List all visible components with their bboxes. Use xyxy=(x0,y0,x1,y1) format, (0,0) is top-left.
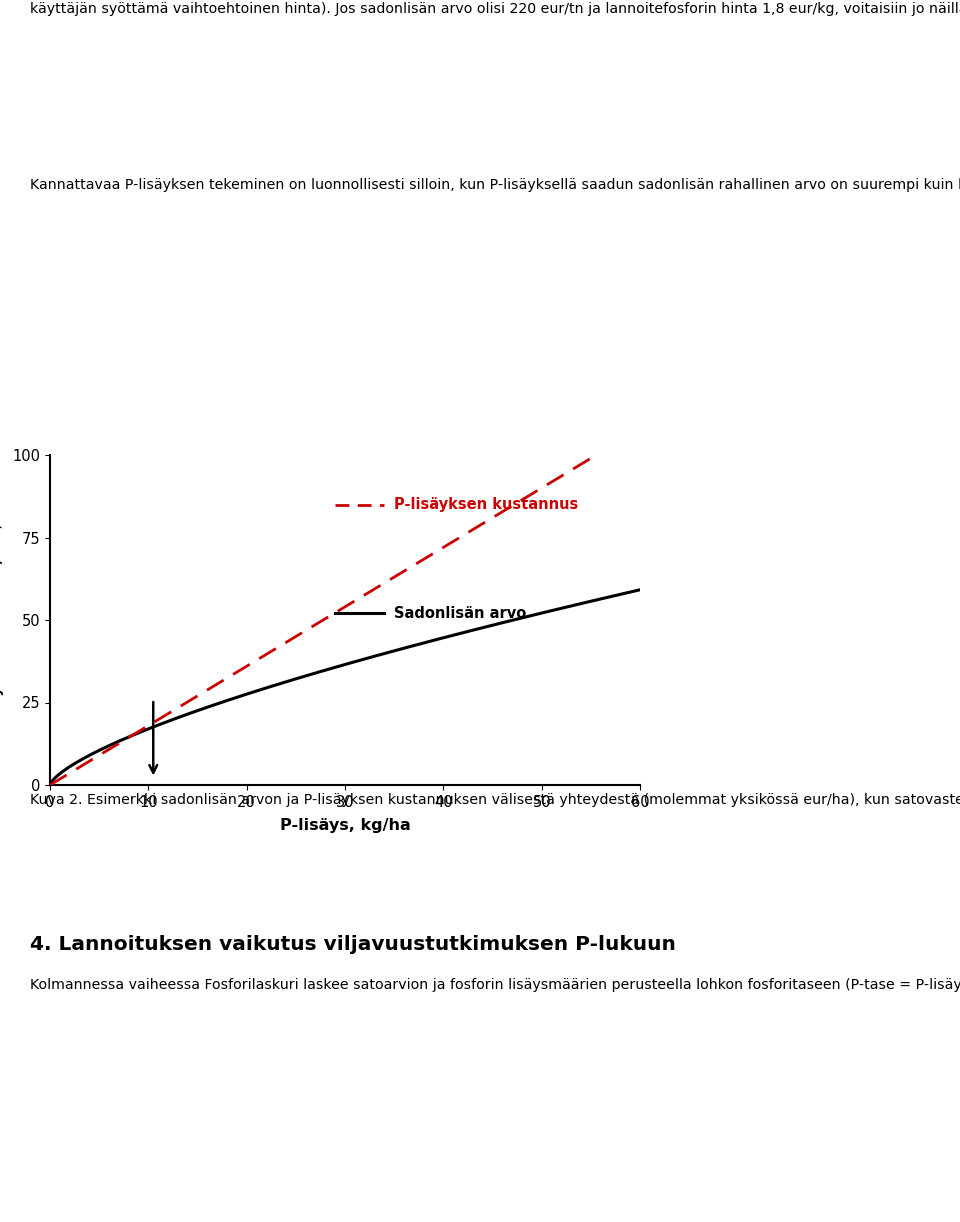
Text: 4. Lannoituksen vaikutus viljavuustutkimuksen P-lukuun: 4. Lannoituksen vaikutus viljavuustutkim… xyxy=(30,935,676,954)
X-axis label: P-lisäys, kg/ha: P-lisäys, kg/ha xyxy=(279,818,410,833)
Text: Kuva 2. Esimerkki sadonlisän arvon ja P-lisäyksen kustannuksen välisestä yhteyde: Kuva 2. Esimerkki sadonlisän arvon ja P-… xyxy=(30,793,960,807)
Text: P-lisäyksen kustannus: P-lisäyksen kustannus xyxy=(395,497,579,512)
Text: Kolmannessa vaiheessa Fosforilaskuri laskee satoarvion ja fosforin lisäysmäärien: Kolmannessa vaiheessa Fosforilaskuri las… xyxy=(30,978,960,992)
Text: Kannattavaa P-lisäyksen tekeminen on luonnollisesti silloin, kun P-lisäyksellä s: Kannattavaa P-lisäyksen tekeminen on luo… xyxy=(30,178,960,192)
Y-axis label: Sadonlisän arvo /
P-lisäyksen kustannus, eur/ha: Sadonlisän arvo / P-lisäyksen kustannus,… xyxy=(0,502,4,738)
Text: käyttäjän syöttämä vaihtoehtoinen hinta). Jos sadonlisän arvo olisi 220 eur/tn j: käyttäjän syöttämä vaihtoehtoinen hinta)… xyxy=(30,2,960,16)
Text: Sadonlisän arvo: Sadonlisän arvo xyxy=(395,606,526,621)
